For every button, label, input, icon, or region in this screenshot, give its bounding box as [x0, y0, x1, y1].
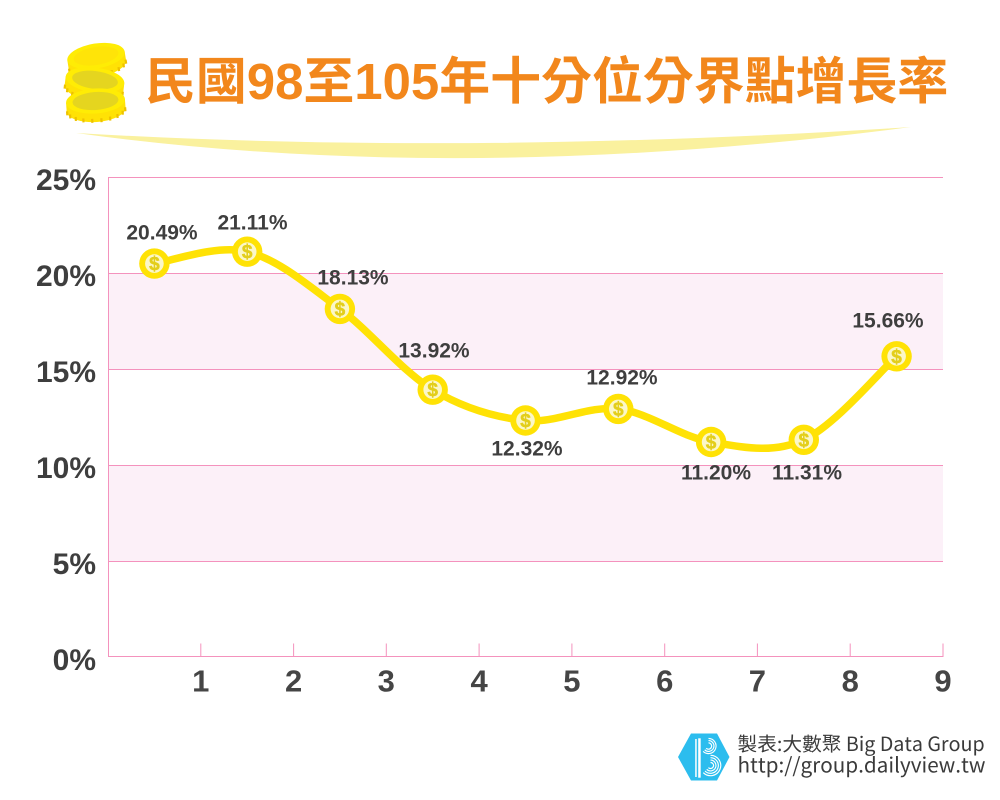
svg-text:9: 9	[934, 664, 951, 699]
svg-text:4: 4	[470, 664, 488, 699]
svg-text:25%: 25%	[36, 164, 96, 197]
svg-text:11.20%: 11.20%	[681, 462, 751, 485]
svg-text:10%: 10%	[36, 452, 96, 485]
svg-text:$: $	[613, 399, 624, 420]
svg-text:3: 3	[378, 664, 395, 699]
svg-text:0%: 0%	[53, 644, 96, 677]
svg-text:$: $	[335, 299, 346, 320]
svg-text:$: $	[891, 347, 902, 368]
svg-text:$: $	[706, 433, 717, 454]
svg-text:8: 8	[842, 664, 859, 699]
svg-text:$: $	[520, 411, 531, 432]
svg-text:11.31%: 11.31%	[772, 462, 842, 485]
svg-text:$: $	[427, 380, 438, 401]
svg-text:12.32%: 12.32%	[491, 438, 563, 461]
svg-text:2: 2	[285, 664, 302, 699]
svg-text:7: 7	[749, 664, 766, 699]
svg-text:5%: 5%	[53, 548, 96, 581]
svg-text:6: 6	[656, 664, 673, 699]
svg-text:15%: 15%	[36, 356, 96, 389]
svg-text:$: $	[149, 254, 160, 275]
svg-text:20%: 20%	[36, 260, 96, 293]
svg-text:5: 5	[563, 664, 580, 699]
svg-text:1: 1	[192, 664, 209, 699]
svg-text:$: $	[799, 430, 810, 451]
svg-text:18.13%: 18.13%	[317, 267, 389, 290]
svg-text:12.92%: 12.92%	[586, 367, 658, 390]
svg-text:20.49%: 20.49%	[126, 222, 198, 245]
svg-text:$: $	[242, 242, 253, 263]
svg-text:13.92%: 13.92%	[398, 340, 470, 363]
svg-text:15.66%: 15.66%	[852, 310, 924, 333]
svg-text:21.11%: 21.11%	[217, 212, 287, 235]
